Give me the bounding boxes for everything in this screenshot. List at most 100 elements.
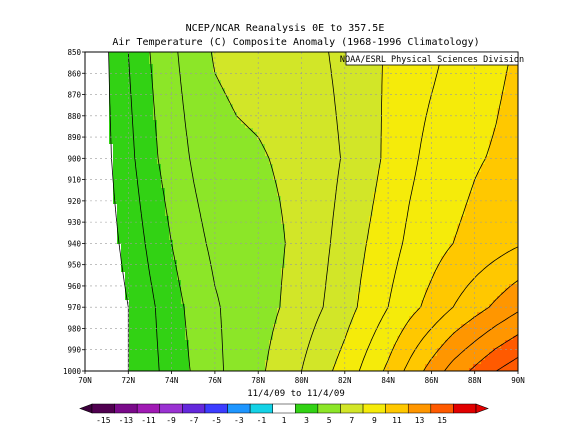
field-cell: [193, 208, 198, 213]
field-cell: [113, 172, 118, 177]
field-cell: [149, 200, 154, 205]
field-cell: [373, 144, 378, 149]
field-cell: [349, 216, 354, 221]
field-cell: [141, 204, 146, 209]
field-cell: [345, 112, 350, 117]
field-cell: [457, 92, 462, 97]
field-cell: [357, 172, 362, 177]
field-cell: [189, 132, 194, 137]
field-cell: [269, 84, 274, 89]
field-cell: [497, 176, 502, 181]
field-cell: [249, 188, 254, 193]
field-cell: [229, 100, 234, 105]
field-cell: [409, 196, 414, 201]
field-cell: [385, 172, 390, 177]
field-cell: [421, 124, 426, 129]
field-cell: [125, 96, 130, 101]
field-cell: [173, 52, 178, 57]
field-cell: [193, 60, 198, 65]
field-cell: [405, 232, 410, 237]
field-cell: [117, 88, 122, 93]
field-cell: [117, 116, 122, 121]
field-cell: [401, 112, 406, 117]
field-cell: [449, 112, 454, 117]
field-cell: [237, 68, 242, 73]
field-cell: [193, 68, 198, 73]
field-cell: [117, 84, 122, 89]
field-cell: [149, 132, 154, 137]
field-cell: [461, 152, 466, 157]
field-cell: [461, 196, 466, 201]
field-cell: [205, 84, 210, 89]
field-cell: [489, 172, 494, 177]
field-cell: [329, 172, 334, 177]
field-cell: [413, 212, 418, 217]
field-cell: [361, 132, 366, 137]
field-cell: [365, 228, 370, 233]
field-cell: [513, 100, 518, 105]
field-cell: [181, 140, 186, 145]
field-cell: [121, 200, 126, 205]
field-cell: [453, 160, 458, 165]
field-cell: [253, 212, 258, 217]
field-cell: [437, 160, 442, 165]
field-cell: [193, 232, 198, 237]
field-cell: [97, 220, 102, 225]
field-cell: [301, 204, 306, 209]
field-cell: [185, 132, 190, 137]
field-cell: [257, 220, 262, 225]
field-cell: [417, 108, 422, 113]
field-cell: [313, 176, 318, 181]
field-cell: [361, 100, 366, 105]
field-cell: [97, 140, 102, 145]
field-cell: [409, 132, 414, 137]
field-cell: [361, 232, 366, 237]
field-cell: [333, 176, 338, 181]
field-cell: [285, 204, 290, 209]
field-cell: [405, 184, 410, 189]
field-cell: [313, 172, 318, 177]
field-cell: [421, 92, 426, 97]
field-cell: [489, 204, 494, 209]
field-cell: [265, 188, 270, 193]
field-cell: [189, 52, 194, 57]
field-cell: [341, 212, 346, 217]
field-cell: [469, 204, 474, 209]
field-cell: [321, 68, 326, 73]
field-cell: [189, 104, 194, 109]
field-cell: [225, 76, 230, 81]
field-cell: [125, 160, 130, 165]
field-cell: [209, 64, 214, 69]
field-cell: [345, 100, 350, 105]
field-cell: [417, 132, 422, 137]
field-cell: [337, 200, 342, 205]
field-cell: [257, 160, 262, 165]
field-cell: [381, 128, 386, 133]
field-cell: [121, 104, 126, 109]
field-cell: [193, 212, 198, 217]
field-cell: [281, 88, 286, 93]
field-cell: [317, 228, 322, 233]
field-cell: [389, 164, 394, 169]
field-cell: [113, 76, 118, 81]
field-cell: [105, 144, 110, 149]
field-cell: [177, 156, 182, 161]
field-cell: [413, 128, 418, 133]
field-cell: [225, 112, 230, 117]
field-cell: [377, 68, 382, 73]
field-cell: [217, 168, 222, 173]
field-cell: [313, 136, 318, 141]
field-cell: [221, 220, 226, 225]
field-cell: [105, 176, 110, 181]
field-cell: [161, 184, 166, 189]
field-cell: [445, 224, 450, 229]
field-cell: [145, 96, 150, 101]
field-cell: [345, 200, 350, 205]
field-cell: [297, 232, 302, 237]
field-cell: [513, 144, 518, 149]
field-cell: [393, 208, 398, 213]
field-cell: [469, 72, 474, 77]
field-cell: [337, 72, 342, 77]
field-cell: [133, 208, 138, 213]
field-cell: [317, 116, 322, 121]
